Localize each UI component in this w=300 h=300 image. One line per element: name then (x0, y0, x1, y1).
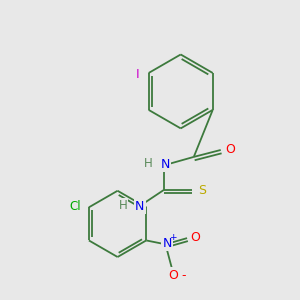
Text: H: H (144, 157, 153, 170)
Text: H: H (118, 199, 127, 212)
Text: Cl: Cl (69, 200, 81, 213)
Text: O: O (168, 268, 178, 282)
Text: I: I (136, 68, 140, 81)
Text: N: N (162, 237, 172, 250)
Text: O: O (190, 231, 200, 244)
Text: N: N (160, 158, 170, 171)
Text: O: O (225, 143, 235, 157)
Text: N: N (135, 200, 145, 213)
Text: -: - (181, 268, 185, 282)
Text: +: + (169, 233, 176, 242)
Text: S: S (198, 184, 206, 196)
